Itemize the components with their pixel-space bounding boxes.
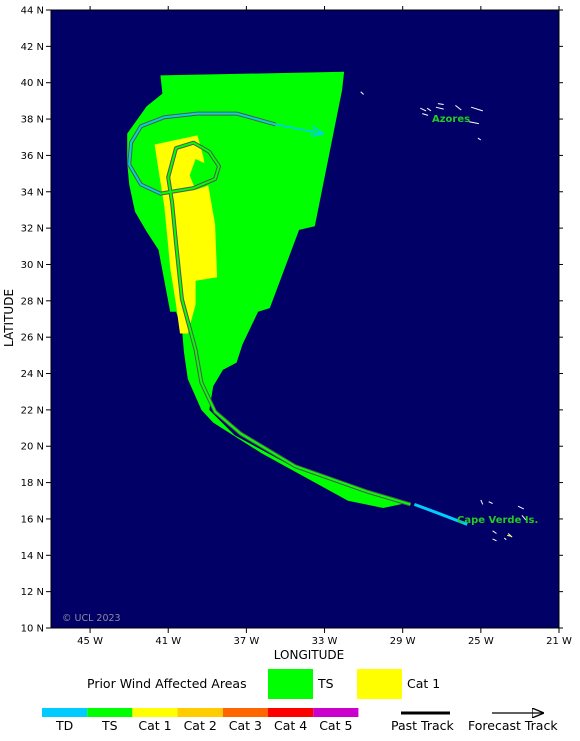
lon-tick-label: 33 W	[312, 636, 338, 647]
coastline-segment	[437, 103, 444, 105]
lat-tick-label: 26 N	[21, 333, 44, 344]
prior-legend-swatch-ts	[268, 669, 313, 699]
forecast-track-legend-label: Forecast Track	[468, 718, 558, 733]
lon-tick-label: 25 W	[468, 636, 494, 647]
place-label-cape-verde: Cape Verde Is.	[457, 515, 538, 526]
lat-tick-label: 16 N	[21, 514, 44, 525]
past-track-legend-label: Past Track	[391, 718, 454, 733]
coastline-segment	[521, 514, 527, 521]
scale-label: TD	[55, 718, 73, 733]
longitude-ticks: 45 W 41 W 37 W 33 W 29 W 25 W 21 W	[77, 6, 572, 647]
prior-legend-label-ts: TS	[317, 676, 334, 691]
forecast-track-arrow	[275, 123, 323, 134]
coastline-segment	[435, 106, 444, 110]
scale-swatch	[87, 708, 133, 717]
coastline-segment	[426, 107, 432, 112]
scale-swatch	[42, 708, 88, 717]
coastline-segment	[477, 137, 482, 141]
lon-tick-label: 21 W	[546, 636, 572, 647]
scale-label: TS	[101, 718, 118, 733]
lon-tick-label: 45 W	[77, 636, 103, 647]
lat-tick-label: 34 N	[21, 187, 44, 198]
intensity-scale: TD TS Cat 1 Cat 2 Cat 3 Cat 4 Cat 5	[42, 708, 359, 733]
lon-tick-label: 41 W	[155, 636, 181, 647]
scale-label: Cat 2	[184, 718, 217, 733]
coastline-segment	[469, 121, 479, 125]
lon-tick-label: 29 W	[390, 636, 416, 647]
lat-tick-label: 42 N	[21, 42, 44, 53]
lat-tick-label: 36 N	[21, 151, 44, 162]
prior-legend-label-cat1: Cat 1	[407, 676, 440, 691]
coastline-segment	[503, 537, 507, 541]
lat-tick-label: 32 N	[21, 224, 44, 235]
coastline-segment	[360, 91, 364, 95]
coastline-segment	[492, 538, 497, 542]
lat-tick-label: 14 N	[21, 551, 44, 562]
coastline-segment	[517, 505, 525, 510]
coastline-segment	[492, 530, 497, 534]
place-label-azores: Azores	[432, 114, 470, 125]
lat-tick-label: 38 N	[21, 115, 44, 126]
y-axis-title: LATITUDE	[2, 289, 16, 347]
coastline-segment	[470, 106, 483, 112]
coastline-segment	[488, 501, 493, 504]
scale-swatch	[177, 708, 223, 717]
lon-tick-label: 37 W	[233, 636, 259, 647]
scale-label: Cat 4	[274, 718, 307, 733]
lat-tick-label: 28 N	[21, 296, 44, 307]
lat-tick-label: 12 N	[21, 587, 44, 598]
map-layer	[127, 71, 527, 542]
map-frame	[50, 9, 560, 629]
prior-legend-swatch-cat1	[357, 669, 402, 699]
cat1-island-outline	[507, 534, 512, 537]
scale-swatch	[222, 708, 268, 717]
lat-tick-label: 10 N	[21, 624, 44, 635]
lat-tick-label: 22 N	[21, 405, 44, 416]
scale-swatch	[313, 708, 359, 717]
latitude-ticks: 44 N 42 N 40 N 38 N 36 N 34 N 32 N 30 N 28 N 26 N…	[21, 6, 563, 635]
lat-tick-label: 20 N	[21, 442, 44, 453]
td-track-segment	[413, 502, 468, 526]
lat-tick-label: 24 N	[21, 369, 44, 380]
scale-label: Cat 1	[138, 718, 171, 733]
coastline-segment	[507, 533, 513, 538]
coastline-segment	[420, 107, 427, 112]
lat-tick-label: 44 N	[21, 6, 44, 17]
scale-swatch	[268, 708, 314, 717]
prior-areas-title: Prior Wind Affected Areas	[87, 676, 247, 691]
coastline-segment	[455, 105, 462, 111]
coastline-segment	[422, 113, 429, 116]
lat-tick-label: 18 N	[21, 478, 44, 489]
credit-text: © UCL 2023	[62, 613, 121, 624]
lat-tick-label: 40 N	[21, 78, 44, 89]
lat-tick-label: 30 N	[21, 260, 44, 271]
x-axis-title: LONGITUDE	[274, 648, 344, 662]
past-track-td-section	[128, 112, 276, 195]
scale-swatch	[132, 708, 178, 717]
coastline-segment	[480, 499, 484, 505]
scale-label: Cat 5	[319, 718, 352, 733]
scale-label: Cat 3	[229, 718, 262, 733]
